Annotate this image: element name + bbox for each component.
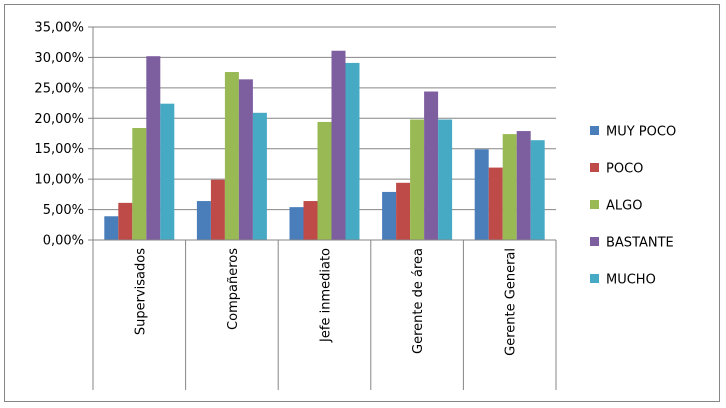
bar-bastante — [424, 91, 439, 240]
legend-swatch — [590, 126, 599, 135]
bar-mucho — [345, 62, 360, 240]
bar-algo — [317, 121, 332, 240]
bars — [104, 50, 545, 241]
bar-mucho — [438, 119, 453, 240]
bar-mucho — [530, 140, 545, 240]
x-axis-labels: Supervisados Compañeros Jefe inmediato Gere… — [133, 248, 518, 356]
bar-muy-poco — [474, 149, 489, 240]
legend-swatch — [590, 237, 599, 246]
bar-poco — [118, 202, 133, 240]
bar-algo — [224, 72, 239, 240]
bar-poco — [488, 167, 503, 240]
bar-mucho — [160, 103, 175, 241]
bar-poco — [303, 201, 318, 240]
axes — [92, 27, 557, 390]
bar-muy-poco — [104, 216, 119, 240]
bar-mucho — [252, 112, 267, 240]
bar-muy-poco — [289, 207, 304, 240]
legend-label: ALGO — [606, 199, 642, 214]
x-tick-label: Jefe inmediato — [319, 248, 334, 343]
y-tick-label: 10,00% — [34, 173, 84, 188]
legend-label: BASTANTE — [606, 236, 674, 251]
y-tick-label: 30,00% — [34, 51, 84, 66]
y-tick-label: 15,00% — [34, 142, 84, 157]
y-tick-label: 0,00% — [43, 234, 84, 249]
bar-muy-poco — [382, 191, 397, 240]
y-axis-ticks: 0,00% 5,00% 10,00% 15,00% 20,00% 25,00% 30,00%… — [34, 21, 93, 249]
y-tick-label: 35,00% — [34, 21, 84, 36]
legend-swatch — [590, 200, 599, 209]
bar-bastante — [146, 56, 161, 241]
y-tick-label: 25,00% — [34, 81, 84, 96]
legend-swatch — [590, 163, 599, 172]
x-tick-label: Gerente General — [504, 248, 519, 356]
x-tick-label: Compañeros — [226, 248, 241, 330]
legend: MUY POCO POCO ALGO BASTANTE MUCHO — [590, 125, 676, 288]
bar-poco — [210, 179, 225, 240]
legend-label: MUY POCO — [606, 125, 676, 140]
bar-algo — [502, 134, 517, 240]
bar-bastante — [238, 79, 253, 240]
legend-label: MUCHO — [606, 273, 656, 288]
x-tick-label: Gerente de área — [411, 248, 426, 354]
bar-algo — [132, 128, 147, 240]
bar-algo — [410, 119, 425, 240]
y-tick-label: 20,00% — [34, 112, 84, 127]
bar-poco — [396, 182, 411, 240]
y-tick-label: 5,00% — [43, 203, 84, 218]
x-tick-label: Supervisados — [133, 248, 148, 335]
bar-bastante — [516, 131, 531, 240]
legend-label: POCO — [606, 162, 643, 177]
bar-muy-poco — [196, 201, 211, 240]
bar-bastante — [331, 50, 346, 241]
legend-swatch — [590, 274, 599, 283]
